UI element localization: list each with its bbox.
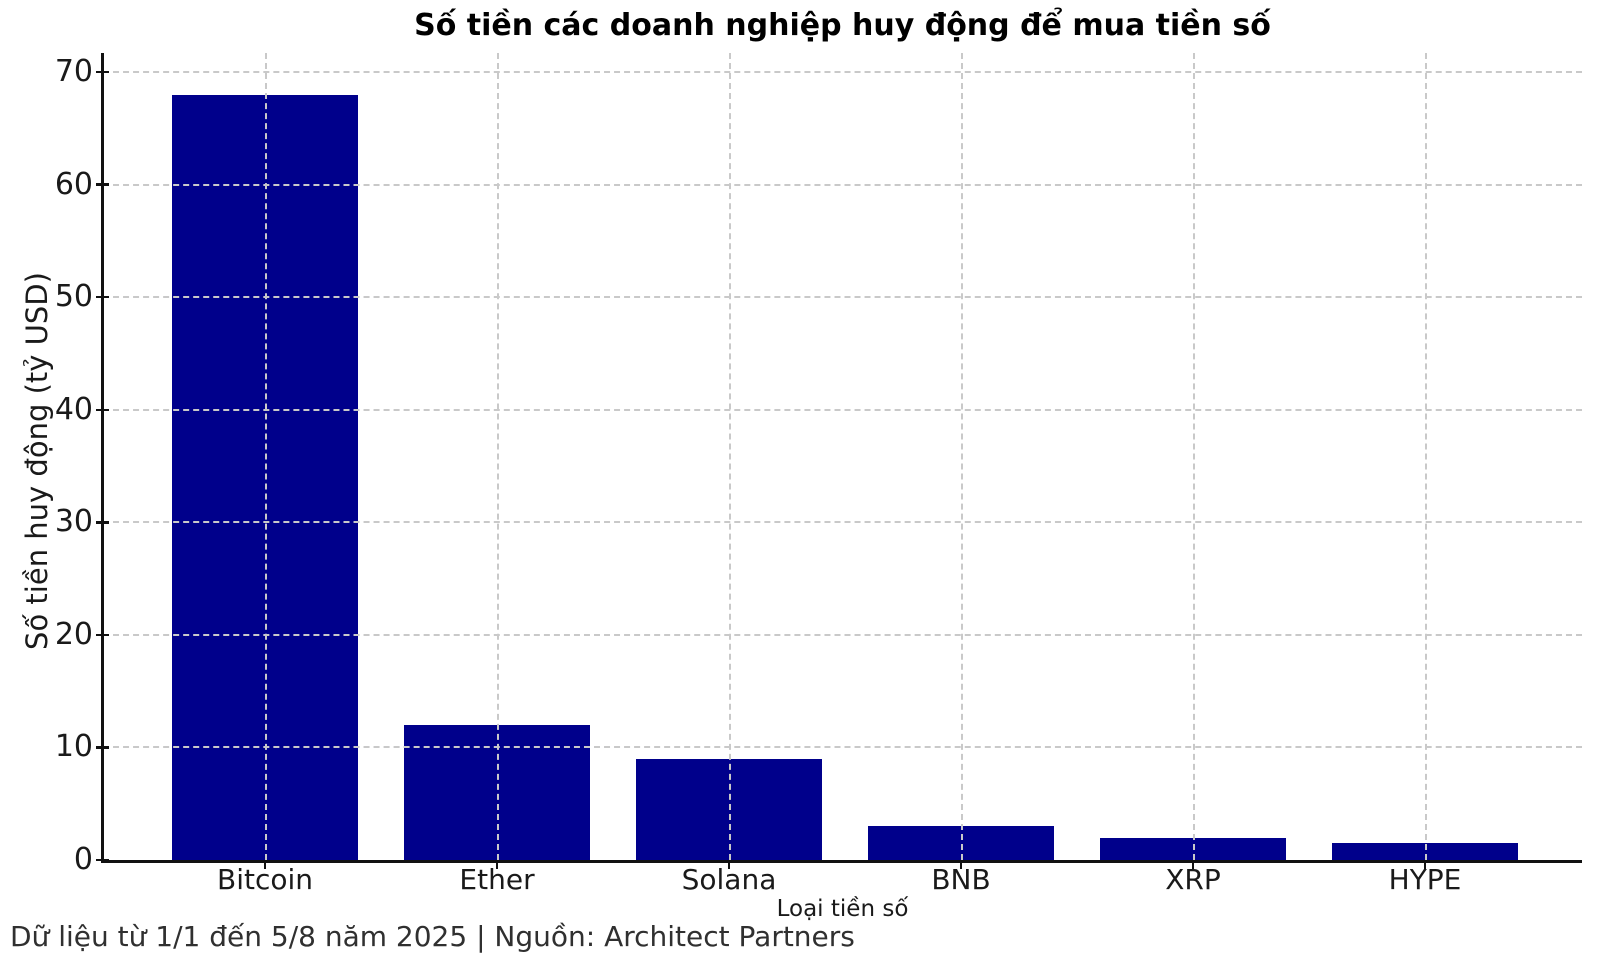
y-tick-label-60: 60 xyxy=(54,166,93,202)
x-tick-bnb xyxy=(959,861,963,869)
y-tick-30 xyxy=(96,521,109,524)
x-tick-hype xyxy=(1423,861,1427,869)
horizontal-gridline-70 xyxy=(103,71,1582,74)
plot-area xyxy=(96,53,1582,869)
y-axis-label: Số tiền huy động (tỷ USD) xyxy=(20,272,54,650)
vertical-gridline-solana xyxy=(729,53,731,860)
horizontal-gridline-50 xyxy=(103,296,1582,299)
x-tick-ether xyxy=(495,861,499,869)
y-tick-label-70: 70 xyxy=(54,54,93,90)
horizontal-gridline-20 xyxy=(103,633,1582,636)
y-tick-label-0: 0 xyxy=(73,842,93,877)
y-tick-label-30: 30 xyxy=(54,504,93,540)
y-tick-0 xyxy=(96,858,109,862)
x-tick-bitcoin xyxy=(263,861,267,869)
source-footnote: Dữ liệu từ 1/1 đến 5/8 năm 2025 | Nguồn:… xyxy=(10,920,855,953)
y-tick-50 xyxy=(96,295,109,299)
y-tick-60 xyxy=(96,183,109,186)
y-tick-10 xyxy=(96,746,109,749)
vertical-gridline-bitcoin xyxy=(265,53,267,860)
chart-title: Số tiền các doanh nghiệp huy động để mua… xyxy=(414,8,1271,43)
horizontal-gridline-30 xyxy=(103,521,1582,524)
vertical-gridline-ether xyxy=(497,53,499,860)
vertical-gridline-bnb xyxy=(961,53,963,860)
y-tick-label-40: 40 xyxy=(54,391,93,427)
x-axis-spine xyxy=(101,860,1582,863)
horizontal-gridline-10 xyxy=(103,746,1582,749)
vertical-gridline-xrp xyxy=(1193,53,1195,860)
vertical-gridline-hype xyxy=(1425,53,1427,860)
horizontal-gridline-60 xyxy=(103,183,1582,186)
y-axis-spine xyxy=(101,53,104,863)
y-tick-40 xyxy=(96,408,109,412)
x-tick-solana xyxy=(727,861,731,869)
y-tick-20 xyxy=(96,633,109,637)
y-tick-label-10: 10 xyxy=(54,729,93,765)
horizontal-gridline-40 xyxy=(103,408,1582,411)
y-tick-label-50: 50 xyxy=(54,279,93,315)
y-tick-70 xyxy=(96,70,109,74)
x-axis-label: Loại tiền số xyxy=(776,896,909,922)
y-tick-label-20: 20 xyxy=(54,616,93,652)
x-tick-xrp xyxy=(1191,861,1195,869)
